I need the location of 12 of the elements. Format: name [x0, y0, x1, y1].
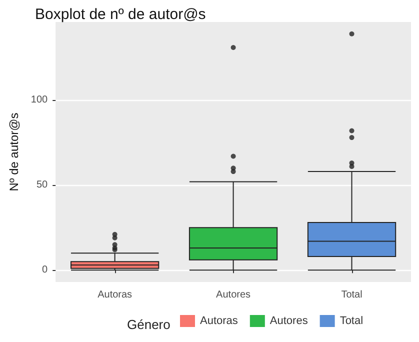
y-tick-label: 100	[30, 94, 48, 106]
legend-label: Autoras	[200, 315, 238, 327]
legend-label: Autores	[270, 315, 308, 327]
legend-label: Total	[340, 315, 364, 327]
x-tick-label: Autores	[216, 290, 251, 300]
y-tick-label: 50	[36, 180, 48, 191]
y-tick-label: 0	[42, 264, 48, 276]
x-tick-label: Autoras	[98, 290, 132, 300]
chart-title: Boxplot de nº de autor@s	[35, 6, 206, 23]
legend-title: Género	[127, 317, 170, 332]
y-axis-title: Nº de autor@s	[7, 112, 21, 192]
x-tick-label: Total	[341, 290, 362, 300]
